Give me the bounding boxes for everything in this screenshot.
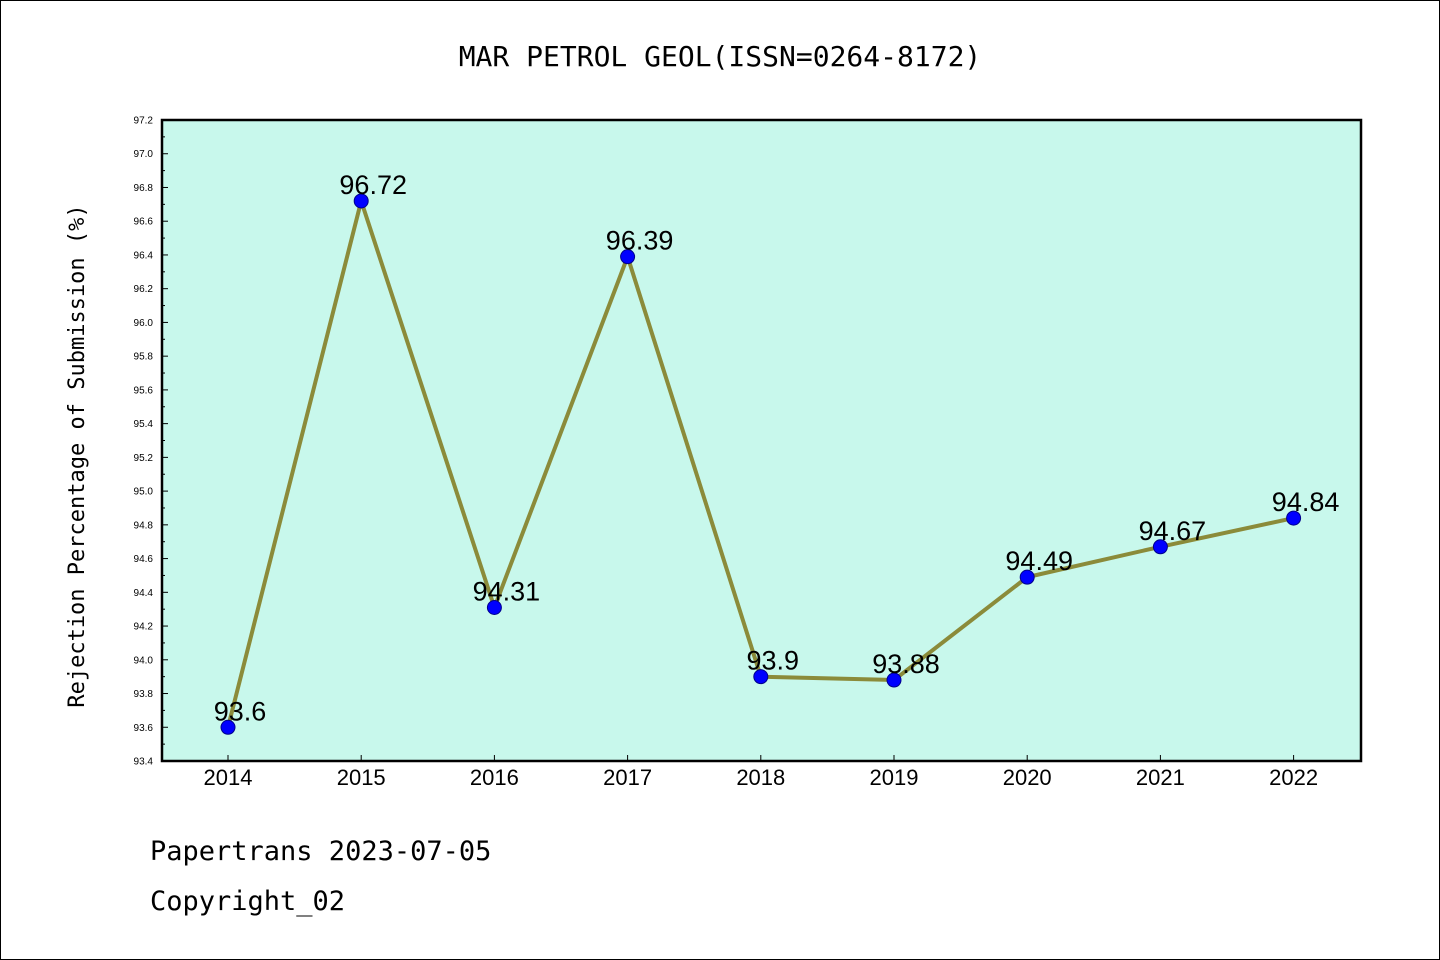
footer-copyright: Copyright_02 — [150, 886, 346, 917]
y-tick-label: 97.2 — [134, 116, 154, 127]
y-tick-label: 94.0 — [134, 655, 154, 666]
footer-date: Papertrans 2023-07-05 — [150, 836, 492, 867]
data-point — [1152, 539, 1168, 555]
x-tick-label: 2022 — [1269, 765, 1318, 790]
y-tick-label: 93.6 — [134, 723, 154, 734]
data-label: 96.39 — [606, 226, 674, 256]
data-label: 94.31 — [473, 576, 541, 606]
data-point — [1286, 510, 1302, 526]
data-label: 94.84 — [1272, 487, 1340, 517]
data-point — [1019, 569, 1035, 585]
x-tick-label: 2018 — [736, 765, 785, 790]
y-tick-label: 95.0 — [134, 487, 154, 498]
y-tick-label: 93.4 — [134, 757, 154, 768]
y-tick-label: 95.6 — [134, 385, 154, 396]
data-label: 96.72 — [339, 170, 407, 200]
y-tick-label: 93.8 — [134, 689, 154, 700]
data-point — [620, 249, 636, 265]
y-tick-label: 95.4 — [134, 419, 154, 430]
y-axis: 93.4 93.6 93.8 94.0 94.2 94.4 94.6 94.8 95.0 95.2… — [134, 116, 168, 768]
x-tick-label: 2019 — [870, 765, 919, 790]
x-tick-label: 2021 — [1136, 765, 1185, 790]
x-axis: 2014 2015 2016 2017 2018 2019 2020 2021 2022 — [204, 755, 1318, 790]
y-tick-label: 95.2 — [134, 453, 154, 464]
data-point — [353, 193, 369, 209]
data-point — [486, 599, 502, 615]
x-tick-label: 2020 — [1003, 765, 1052, 790]
data-point — [753, 669, 769, 685]
series-line — [220, 193, 1302, 735]
data-label: 94.49 — [1005, 546, 1073, 576]
y-tick-label: 96.2 — [134, 284, 154, 295]
y-tick-label: 97.0 — [134, 149, 154, 160]
x-tick-label: 2016 — [470, 765, 519, 790]
y-tick-label: 96.8 — [134, 183, 154, 194]
y-tick-label: 94.2 — [134, 622, 154, 633]
x-tick-label: 2014 — [204, 765, 253, 790]
data-label: 93.6 — [214, 696, 267, 726]
x-tick-label: 2017 — [603, 765, 652, 790]
y-tick-label: 95.8 — [134, 352, 154, 363]
y-axis-label: Rejection Percentage of Submission (%) — [65, 204, 90, 707]
x-tick-label: 2015 — [337, 765, 386, 790]
y-tick-label: 96.0 — [134, 318, 154, 329]
data-labels: 93.6 96.72 94.31 96.39 93.9 93.88 94.49 94.67 94… — [214, 170, 1340, 726]
data-label: 93.88 — [872, 649, 940, 679]
y-tick-label: 94.4 — [134, 588, 154, 599]
plot-area — [160, 118, 1363, 763]
y-tick-label: 96.4 — [134, 250, 154, 261]
y-tick-label: 96.6 — [134, 217, 154, 228]
data-point — [886, 672, 902, 688]
y-tick-label: 94.8 — [134, 520, 154, 531]
y-tick-label: 94.6 — [134, 554, 154, 565]
chart-title: MAR PETROL GEOL(ISSN=0264-8172) — [459, 40, 982, 73]
data-label: 93.9 — [747, 646, 800, 676]
data-label: 94.67 — [1139, 516, 1207, 546]
data-point — [220, 719, 236, 735]
